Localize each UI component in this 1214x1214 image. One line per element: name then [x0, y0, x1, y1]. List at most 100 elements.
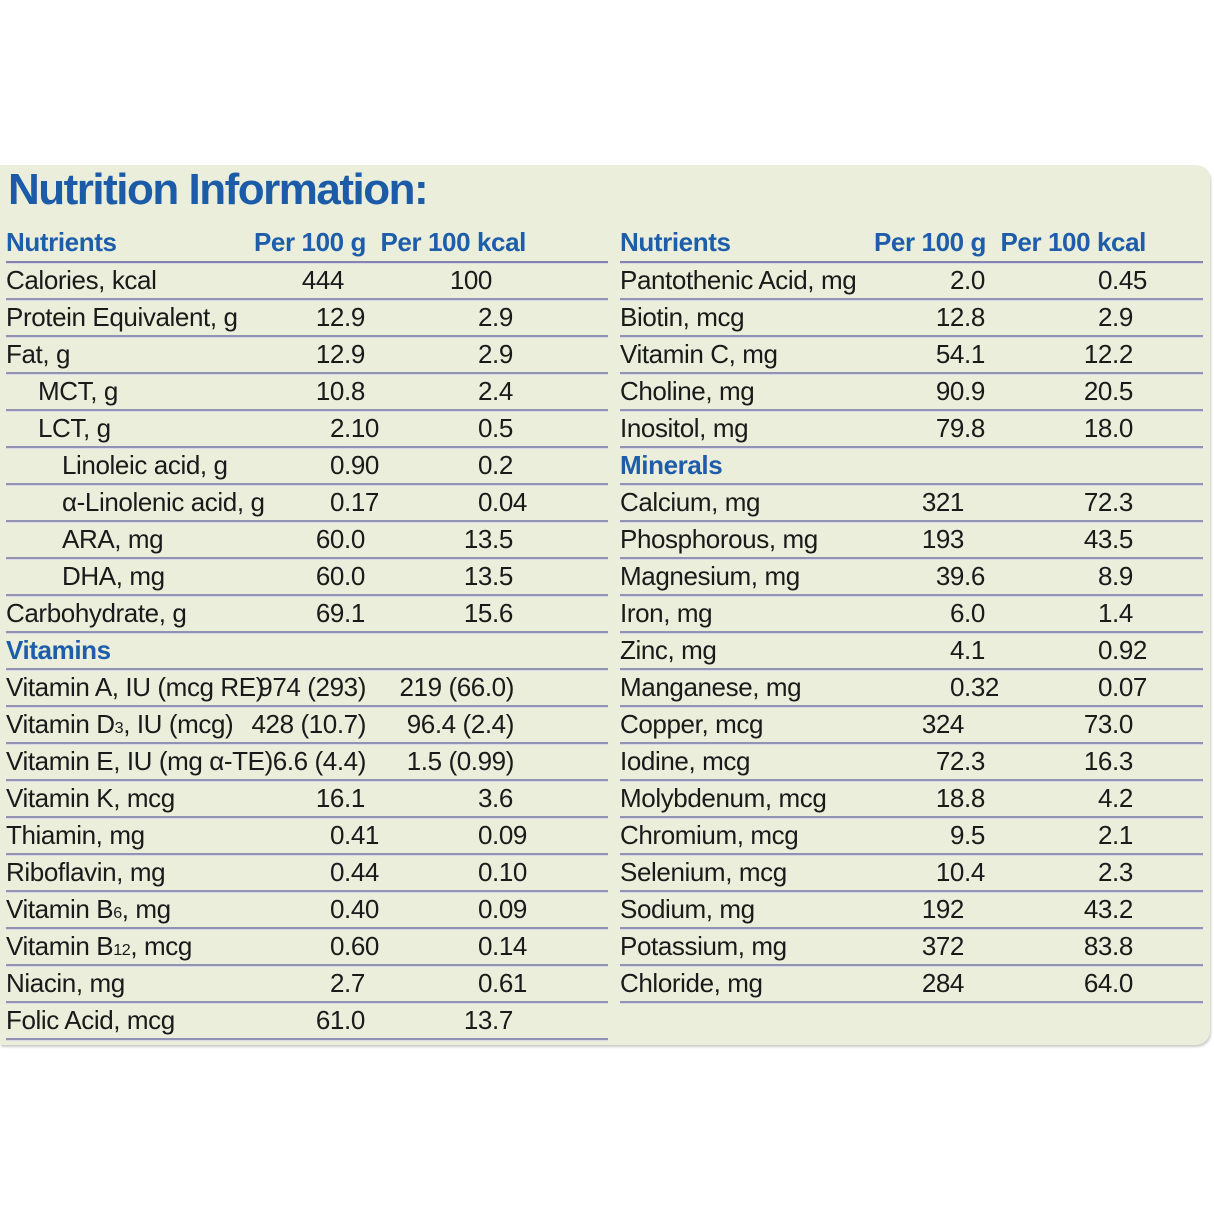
value-cell: 444 — [301, 265, 345, 295]
table-row: Riboflavin, mg 0.44 0.10 — [6, 855, 608, 892]
nutrient-label: Inositol, mg — [620, 413, 749, 443]
nutrient-label: α-Linolenic acid, g — [62, 487, 265, 517]
column-header-nutrients: Nutrients — [620, 227, 731, 257]
value-cell: 974 (293) — [258, 672, 366, 702]
value-cell: 8.9 — [1097, 561, 1133, 591]
page-title: Nutrition Information: — [8, 165, 429, 214]
table-row: MCT, g 10.8 2.4 — [6, 374, 608, 411]
nutrient-label: Biotin, mcg — [620, 302, 745, 332]
value-cell: 2.9 — [477, 339, 513, 369]
table-row: Chromium, mcg 9.5 2.1 — [620, 818, 1203, 855]
value-cell: 3.6 — [477, 783, 513, 813]
value-cell: 2.10 — [329, 413, 379, 443]
value-cell: 192 — [921, 894, 965, 924]
nutrient-label: Vitamin B12, mcg — [6, 931, 192, 961]
column-header-per-100kcal: Per 100 kcal — [1000, 227, 1146, 257]
table-row: Pantothenic Acid, mg 2.0 0.45 — [620, 263, 1203, 300]
nutrient-label: DHA, mg — [62, 561, 165, 591]
value-cell: 428 (10.7) — [251, 709, 366, 739]
value-cell: 12.9 — [315, 339, 365, 369]
value-cell: 43.2 — [1083, 894, 1133, 924]
table-header-row: Nutrients Per 100 g Per 100 kcal — [6, 225, 608, 263]
table-row: Calcium, mg 321 72.3 — [620, 485, 1203, 522]
value-cell: 193 — [921, 524, 965, 554]
value-cell: 0.60 — [329, 931, 379, 961]
section-title: Minerals — [620, 450, 723, 480]
value-cell: 372 — [921, 931, 965, 961]
table-row: Thiamin, mg 0.41 0.09 — [6, 818, 608, 855]
nutrient-label: Protein Equivalent, g — [6, 302, 238, 332]
nutrient-label: Fat, g — [6, 339, 71, 369]
nutrient-label: Carbohydrate, g — [6, 598, 187, 628]
value-cell: 2.7 — [329, 968, 365, 998]
nutrient-label: Vitamin D3, IU (mcg) — [6, 709, 234, 739]
table-row: Molybdenum, mcg 18.8 4.2 — [620, 781, 1203, 818]
value-cell: 0.04 — [477, 487, 527, 517]
nutrient-label: Manganese, mg — [620, 672, 802, 702]
value-cell: 284 — [921, 968, 965, 998]
value-cell: 6.0 — [949, 598, 985, 628]
value-cell: 0.92 — [1097, 635, 1147, 665]
table-row: Biotin, mcg 12.8 2.9 — [620, 300, 1203, 337]
nutrient-label: Calories, kcal — [6, 265, 157, 295]
value-cell: 0.32 — [949, 672, 999, 702]
section-header-row: Minerals — [620, 448, 1203, 485]
table-row: LCT, g 2.10 0.5 — [6, 411, 608, 448]
value-cell: 39.6 — [935, 561, 985, 591]
table-row: Potassium, mg 372 83.8 — [620, 929, 1203, 966]
table-row: Calories, kcal 444 100 — [6, 263, 608, 300]
column-header-per-100g: Per 100 g — [253, 227, 366, 257]
nutrition-table-right: Nutrients Per 100 g Per 100 kcal Pantotheni… — [620, 225, 1203, 1040]
table-row: Iron, mg 6.0 1.4 — [620, 596, 1203, 633]
nutrient-label: Magnesium, mg — [620, 561, 800, 591]
nutrient-label: Riboflavin, mg — [6, 857, 166, 887]
table-row: Vitamin C, mg 54.1 12.2 — [620, 337, 1203, 374]
column-header-per-100kcal: Per 100 kcal — [380, 227, 526, 257]
table-row: ARA, mg 60.0 13.5 — [6, 522, 608, 559]
value-cell: 16.1 — [315, 783, 365, 813]
value-cell: 10.8 — [315, 376, 365, 406]
table-row: Linoleic acid, g 0.90 0.2 — [6, 448, 608, 485]
nutrient-label: Selenium, mcg — [620, 857, 787, 887]
value-cell: 13.7 — [463, 1005, 513, 1035]
value-cell: 12.9 — [315, 302, 365, 332]
value-cell: 0.09 — [477, 894, 527, 924]
value-cell: 0.09 — [477, 820, 527, 850]
nutrient-label: ARA, mg — [62, 524, 164, 554]
nutrient-label: Vitamin E, IU (mg α-TE) — [6, 746, 273, 776]
value-cell: 20.5 — [1083, 376, 1133, 406]
value-cell: 0.5 — [477, 413, 513, 443]
table-header-row: Nutrients Per 100 g Per 100 kcal — [620, 225, 1203, 263]
nutrient-label: Iodine, mcg — [620, 746, 751, 776]
nutrition-panel: Nutrition Information: Nutrients Per 100 … — [0, 165, 1210, 1045]
value-cell: 0.14 — [477, 931, 527, 961]
value-cell: 0.07 — [1097, 672, 1147, 702]
value-cell: 60.0 — [315, 561, 365, 591]
table-row: Zinc, mg 4.1 0.92 — [620, 633, 1203, 670]
value-cell: 72.3 — [935, 746, 985, 776]
value-cell: 64.0 — [1083, 968, 1133, 998]
table-row: Vitamin K, mcg 16.1 3.6 — [6, 781, 608, 818]
nutrient-label: Choline, mg — [620, 376, 755, 406]
value-cell: 10.4 — [935, 857, 985, 887]
value-cell: 0.17 — [329, 487, 379, 517]
table-row: Manganese, mg 0.32 0.07 — [620, 670, 1203, 707]
value-cell: 61.0 — [315, 1005, 365, 1035]
nutrient-label: Folic Acid, mcg — [6, 1005, 175, 1035]
value-cell: 2.3 — [1097, 857, 1133, 887]
table-row: Vitamin D3, IU (mcg) 428 (10.7) 96.4 (2.4) — [6, 707, 608, 744]
nutrition-table-left: Nutrients Per 100 g Per 100 kcal Calories, … — [6, 225, 608, 1040]
nutrient-label: LCT, g — [38, 413, 111, 443]
nutrient-label: Vitamin B6, mg — [6, 894, 171, 924]
value-cell: 0.41 — [329, 820, 379, 850]
nutrient-label: Calcium, mg — [620, 487, 761, 517]
value-cell: 100 — [449, 265, 493, 295]
value-cell: 1.5 (0.99) — [406, 746, 515, 776]
table-row: DHA, mg 60.0 13.5 — [6, 559, 608, 596]
table-row: Iodine, mcg 72.3 16.3 — [620, 744, 1203, 781]
value-cell: 2.9 — [1097, 302, 1133, 332]
nutrient-label: Chloride, mg — [620, 968, 763, 998]
value-cell: 72.3 — [1083, 487, 1133, 517]
section-header-row: Vitamins — [6, 633, 608, 670]
value-cell: 13.5 — [463, 561, 513, 591]
